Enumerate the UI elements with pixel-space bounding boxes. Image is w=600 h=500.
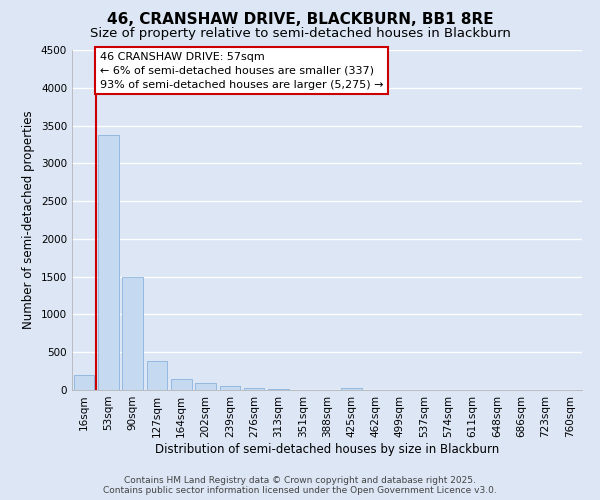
Text: Size of property relative to semi-detached houses in Blackburn: Size of property relative to semi-detach…	[89, 28, 511, 40]
Bar	[146, 360, 167, 390]
Text: Contains HM Land Registry data © Crown copyright and database right 2025.
Contai: Contains HM Land Registry data © Crown c…	[103, 476, 497, 495]
Y-axis label: Number of semi-detached properties: Number of semi-detached properties	[22, 110, 35, 330]
Bar	[195, 383, 216, 390]
Bar	[341, 388, 362, 390]
Text: 46, CRANSHAW DRIVE, BLACKBURN, BB1 8RE: 46, CRANSHAW DRIVE, BLACKBURN, BB1 8RE	[107, 12, 493, 28]
Bar	[171, 378, 191, 390]
Bar	[122, 276, 143, 390]
X-axis label: Distribution of semi-detached houses by size in Blackburn: Distribution of semi-detached houses by …	[155, 442, 499, 456]
Bar	[220, 386, 240, 390]
Bar	[268, 389, 289, 390]
Bar	[244, 388, 265, 390]
Text: 46 CRANSHAW DRIVE: 57sqm
← 6% of semi-detached houses are smaller (337)
93% of s: 46 CRANSHAW DRIVE: 57sqm ← 6% of semi-de…	[100, 52, 383, 90]
Bar	[74, 375, 94, 390]
Bar	[98, 134, 119, 390]
